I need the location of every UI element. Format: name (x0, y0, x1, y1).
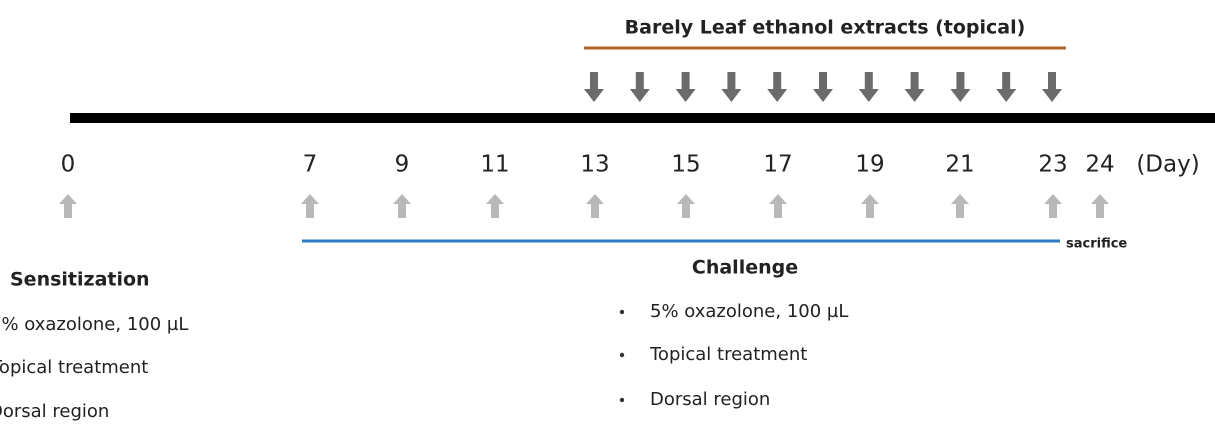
up-arrow (861, 194, 879, 218)
sensitization-item: 5% oxazolone, 100 µL (0, 314, 188, 335)
down-arrow (813, 72, 833, 102)
up-arrow (59, 194, 77, 218)
down-arrow (629, 72, 650, 102)
up-arrow (1091, 194, 1109, 218)
down-arrow (767, 72, 788, 102)
down-arrow (950, 72, 971, 102)
day-label: 15 (671, 152, 700, 178)
sensitization-item: Topical treatment (0, 357, 148, 378)
treatment-title: Barely Leaf ethanol extracts (topical) (625, 17, 1026, 39)
day-label: 0 (61, 152, 76, 178)
down-arrow (904, 72, 925, 102)
challenge-item: Topical treatment (649, 344, 807, 365)
end-label: sacrifice (1066, 237, 1127, 252)
up-arrow (393, 194, 411, 218)
up-arrow (1044, 194, 1062, 218)
challenge-item: 5% oxazolone, 100 µL (650, 301, 848, 322)
day-label: 7 (303, 152, 318, 178)
up-arrow (486, 194, 504, 218)
day-label: 23 (1038, 152, 1067, 178)
day-label: 9 (395, 152, 410, 178)
day-unit: (Day) (1136, 152, 1199, 178)
down-arrow (858, 72, 879, 102)
day-label: 13 (580, 152, 609, 178)
down-arrow (584, 72, 604, 102)
up-arrow (586, 194, 604, 218)
bullet (619, 352, 625, 358)
sensitization-item: Dorsal region (0, 401, 109, 422)
day-label: 24 (1085, 152, 1114, 178)
timeline-bar (70, 113, 1215, 123)
down-arrow (675, 72, 696, 102)
day-label: 17 (763, 152, 792, 178)
down-arrow (996, 72, 1017, 102)
down-arrow (721, 72, 742, 102)
sensitization-heading: Sensitization (10, 269, 150, 291)
bullet (619, 397, 625, 403)
down-arrow (1042, 72, 1062, 102)
day-label: 11 (480, 152, 509, 178)
up-arrow (301, 194, 319, 218)
day-label: 21 (945, 152, 974, 178)
up-arrow (769, 194, 787, 218)
challenge-item: Dorsal region (650, 389, 770, 410)
challenge-heading: Challenge (692, 257, 798, 279)
bullet (619, 309, 625, 315)
up-arrow (951, 194, 969, 218)
up-arrow (677, 194, 695, 218)
day-label: 19 (855, 152, 884, 178)
